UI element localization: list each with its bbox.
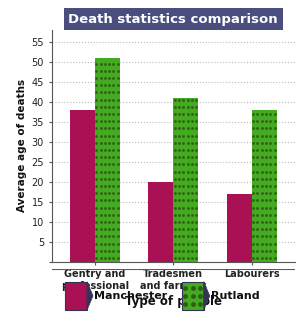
- X-axis label: Type of people: Type of people: [125, 295, 222, 308]
- FancyBboxPatch shape: [65, 282, 87, 310]
- Text: Manchester: Manchester: [94, 291, 168, 301]
- FancyBboxPatch shape: [182, 282, 204, 310]
- Title: Death statistics comparison: Death statistics comparison: [68, 13, 278, 26]
- Polygon shape: [87, 282, 93, 310]
- Y-axis label: Average age of deaths: Average age of deaths: [17, 79, 27, 212]
- Bar: [252, 110, 277, 261]
- Polygon shape: [204, 282, 210, 310]
- Bar: [173, 98, 199, 261]
- Bar: [95, 58, 120, 261]
- Text: Rutland: Rutland: [211, 291, 260, 301]
- Bar: [70, 110, 95, 261]
- Bar: [148, 182, 173, 261]
- Bar: [226, 194, 252, 261]
